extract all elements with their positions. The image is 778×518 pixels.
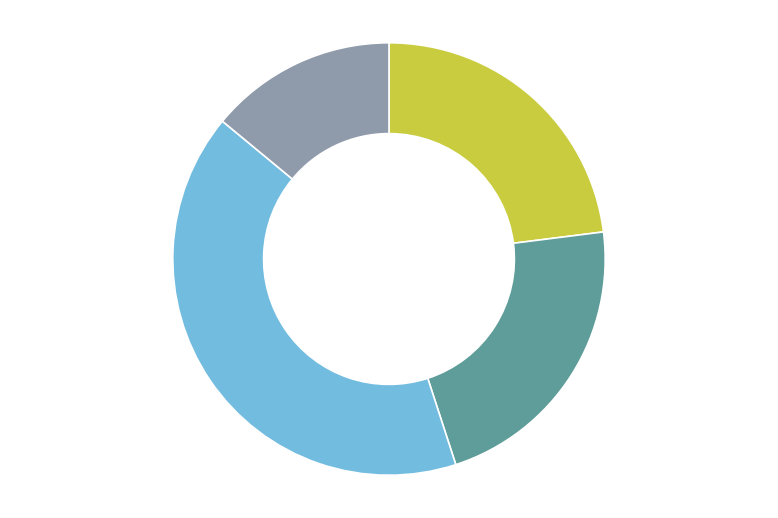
Wedge shape [389, 43, 604, 243]
Wedge shape [428, 232, 605, 465]
Wedge shape [173, 121, 456, 475]
Wedge shape [223, 43, 389, 179]
